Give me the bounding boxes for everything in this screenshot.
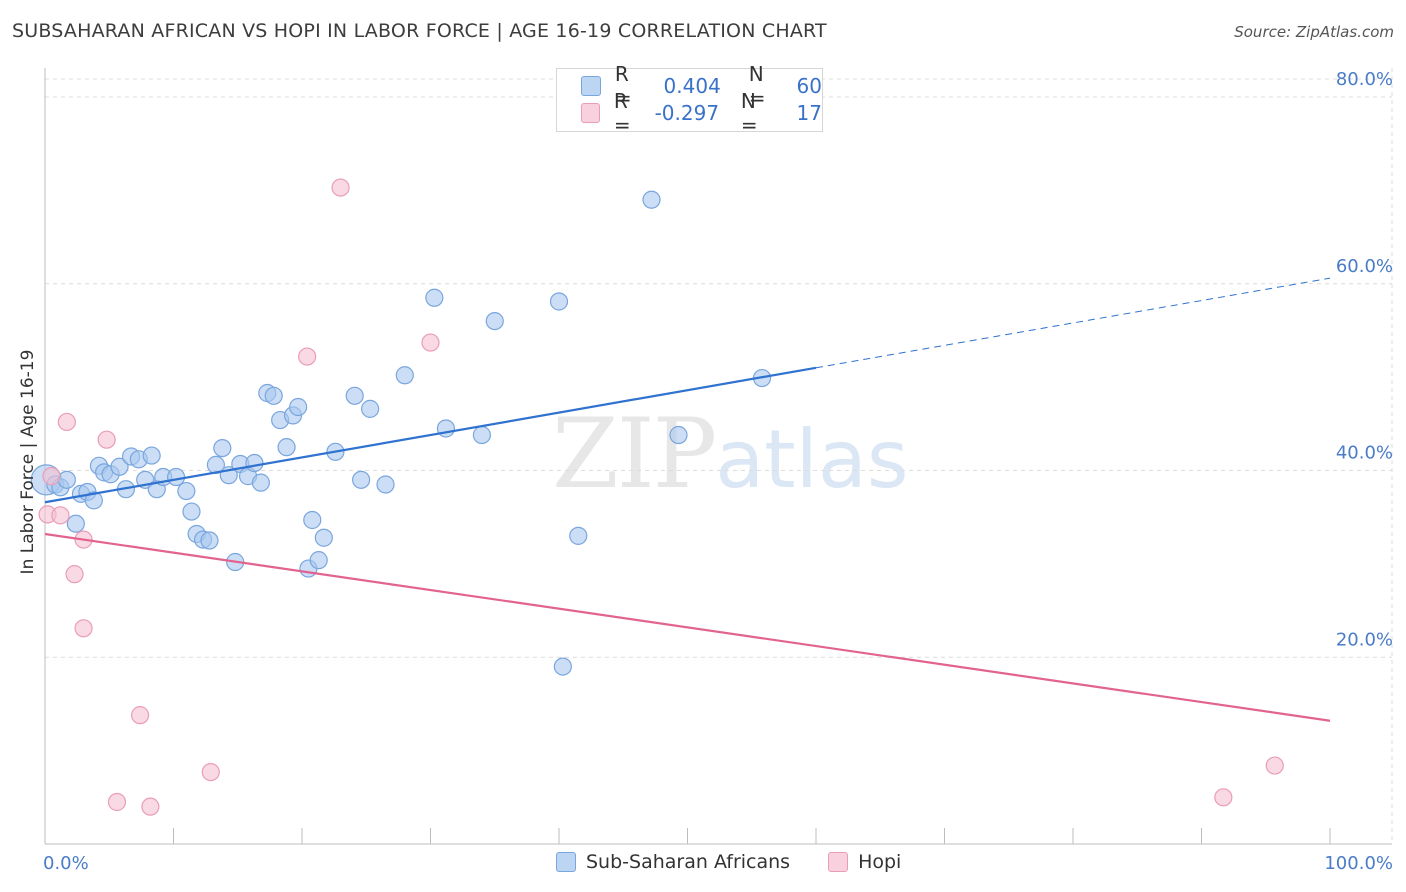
hopi-point bbox=[74, 619, 93, 638]
hopi-point bbox=[331, 178, 350, 197]
subsaharan-point bbox=[245, 453, 264, 473]
subsaharan-point bbox=[569, 526, 588, 545]
hopi-point bbox=[57, 412, 76, 432]
watermark-zip: ZIP bbox=[552, 398, 717, 510]
subsaharan-point bbox=[66, 514, 85, 533]
legend-r-label: R = bbox=[613, 89, 631, 137]
blue-swatch bbox=[581, 76, 601, 96]
hopi-point bbox=[1265, 756, 1284, 775]
axes bbox=[44, 68, 1392, 845]
subsaharan-point bbox=[352, 470, 371, 489]
series-legend: Sub-Saharan Africans Hopi bbox=[556, 851, 939, 873]
hopi-point bbox=[1214, 788, 1233, 807]
subsaharan-point bbox=[142, 446, 161, 465]
hopi-point bbox=[107, 792, 127, 812]
correlation-legend: R = 0.404 N = 60 R = -0.297 N = 17 bbox=[556, 62, 823, 137]
watermark-atlas: atlas bbox=[715, 413, 909, 506]
subsaharan-point bbox=[345, 386, 364, 405]
subsaharan-point bbox=[642, 190, 661, 209]
subsaharan-point bbox=[395, 366, 414, 385]
legend-item-subsaharan[interactable]: Sub-Saharan Africans bbox=[556, 851, 790, 873]
subsaharan-point bbox=[309, 551, 328, 570]
y-axis-label: In Labor Force | Age 16-19 bbox=[18, 350, 38, 575]
subsaharan-point bbox=[110, 457, 129, 476]
legend-r-value: 0.404 bbox=[663, 74, 721, 98]
legend-n-label: N = bbox=[740, 89, 758, 137]
pink-swatch bbox=[828, 852, 849, 872]
grid-lines bbox=[45, 68, 1393, 844]
chart-title: SUBSAHARAN AFRICAN VS HOPI IN LABOR FORC… bbox=[12, 20, 827, 42]
subsaharan-point bbox=[177, 481, 196, 501]
subsaharan-point bbox=[251, 473, 270, 492]
legend-n-value: 60 bbox=[796, 74, 822, 98]
hopi-point bbox=[201, 763, 220, 782]
subsaharan-point bbox=[84, 491, 103, 510]
y-tick-label: 40.0% bbox=[1336, 443, 1393, 464]
subsaharan-point bbox=[289, 397, 308, 417]
data-points bbox=[30, 178, 1284, 816]
hopi-point bbox=[97, 430, 116, 449]
legend-r-label: R = bbox=[614, 62, 632, 110]
hopi-point bbox=[141, 797, 160, 816]
trend-lines bbox=[44, 277, 1331, 722]
y-tick-label: 60.0% bbox=[1336, 256, 1393, 277]
x-tick-label: 0.0% bbox=[43, 853, 89, 874]
legend-item-hopi[interactable]: Hopi bbox=[828, 851, 901, 873]
y-tick-label: 80.0% bbox=[1336, 69, 1393, 90]
hopi-point bbox=[130, 706, 150, 725]
watermark: ZIPatlas bbox=[552, 398, 909, 510]
subsaharan-point bbox=[549, 292, 569, 311]
subsaharan-point bbox=[376, 475, 395, 494]
subsaharan-point bbox=[485, 312, 504, 331]
subsaharan-point bbox=[264, 386, 283, 405]
subsaharan-point bbox=[166, 467, 186, 487]
hopi-point bbox=[421, 333, 440, 352]
hopi-point bbox=[51, 506, 70, 525]
y-tick-label: 20.0% bbox=[1336, 629, 1393, 650]
legend-label: Sub-Saharan Africans bbox=[586, 851, 791, 873]
x-tick-label: 100.0% bbox=[1324, 853, 1393, 874]
subsaharan-trend-extension bbox=[815, 277, 1331, 369]
subsaharan-point bbox=[361, 399, 380, 418]
hopi-point bbox=[42, 467, 61, 486]
subsaharan-point bbox=[669, 425, 688, 445]
subsaharan-trend-line bbox=[44, 366, 817, 504]
subsaharan-point bbox=[472, 425, 491, 445]
subsaharan-point bbox=[277, 438, 296, 457]
source-label: Source: ZipAtlas.com bbox=[1234, 23, 1394, 41]
legend-n-value: 17 bbox=[796, 101, 822, 125]
hopi-trend-line bbox=[44, 532, 1331, 722]
blue-swatch bbox=[556, 852, 576, 872]
pink-swatch bbox=[581, 103, 600, 123]
subsaharan-point bbox=[200, 531, 219, 550]
subsaharan-point bbox=[425, 288, 444, 307]
axis-labels: 20.0% 40.0% 60.0% 80.0% 0.0% 100.0% In Labor F… bbox=[18, 69, 1393, 874]
legend-row-hopi: R = -0.297 N = 17 bbox=[581, 89, 822, 137]
subsaharan-point bbox=[213, 438, 232, 458]
subsaharan-point bbox=[57, 470, 76, 489]
subsaharan-point bbox=[553, 657, 572, 676]
legend-r-value: -0.297 bbox=[654, 101, 720, 125]
legend-row-subsaharan: R = 0.404 N = 60 bbox=[581, 62, 822, 110]
legend-n-label: N = bbox=[748, 62, 766, 110]
hopi-point bbox=[298, 347, 317, 366]
subsaharan-point bbox=[314, 528, 333, 547]
subsaharan-point bbox=[303, 510, 322, 530]
hopi-point bbox=[65, 565, 84, 584]
subsaharan-point bbox=[182, 502, 201, 521]
legend-label: Hopi bbox=[858, 851, 902, 873]
